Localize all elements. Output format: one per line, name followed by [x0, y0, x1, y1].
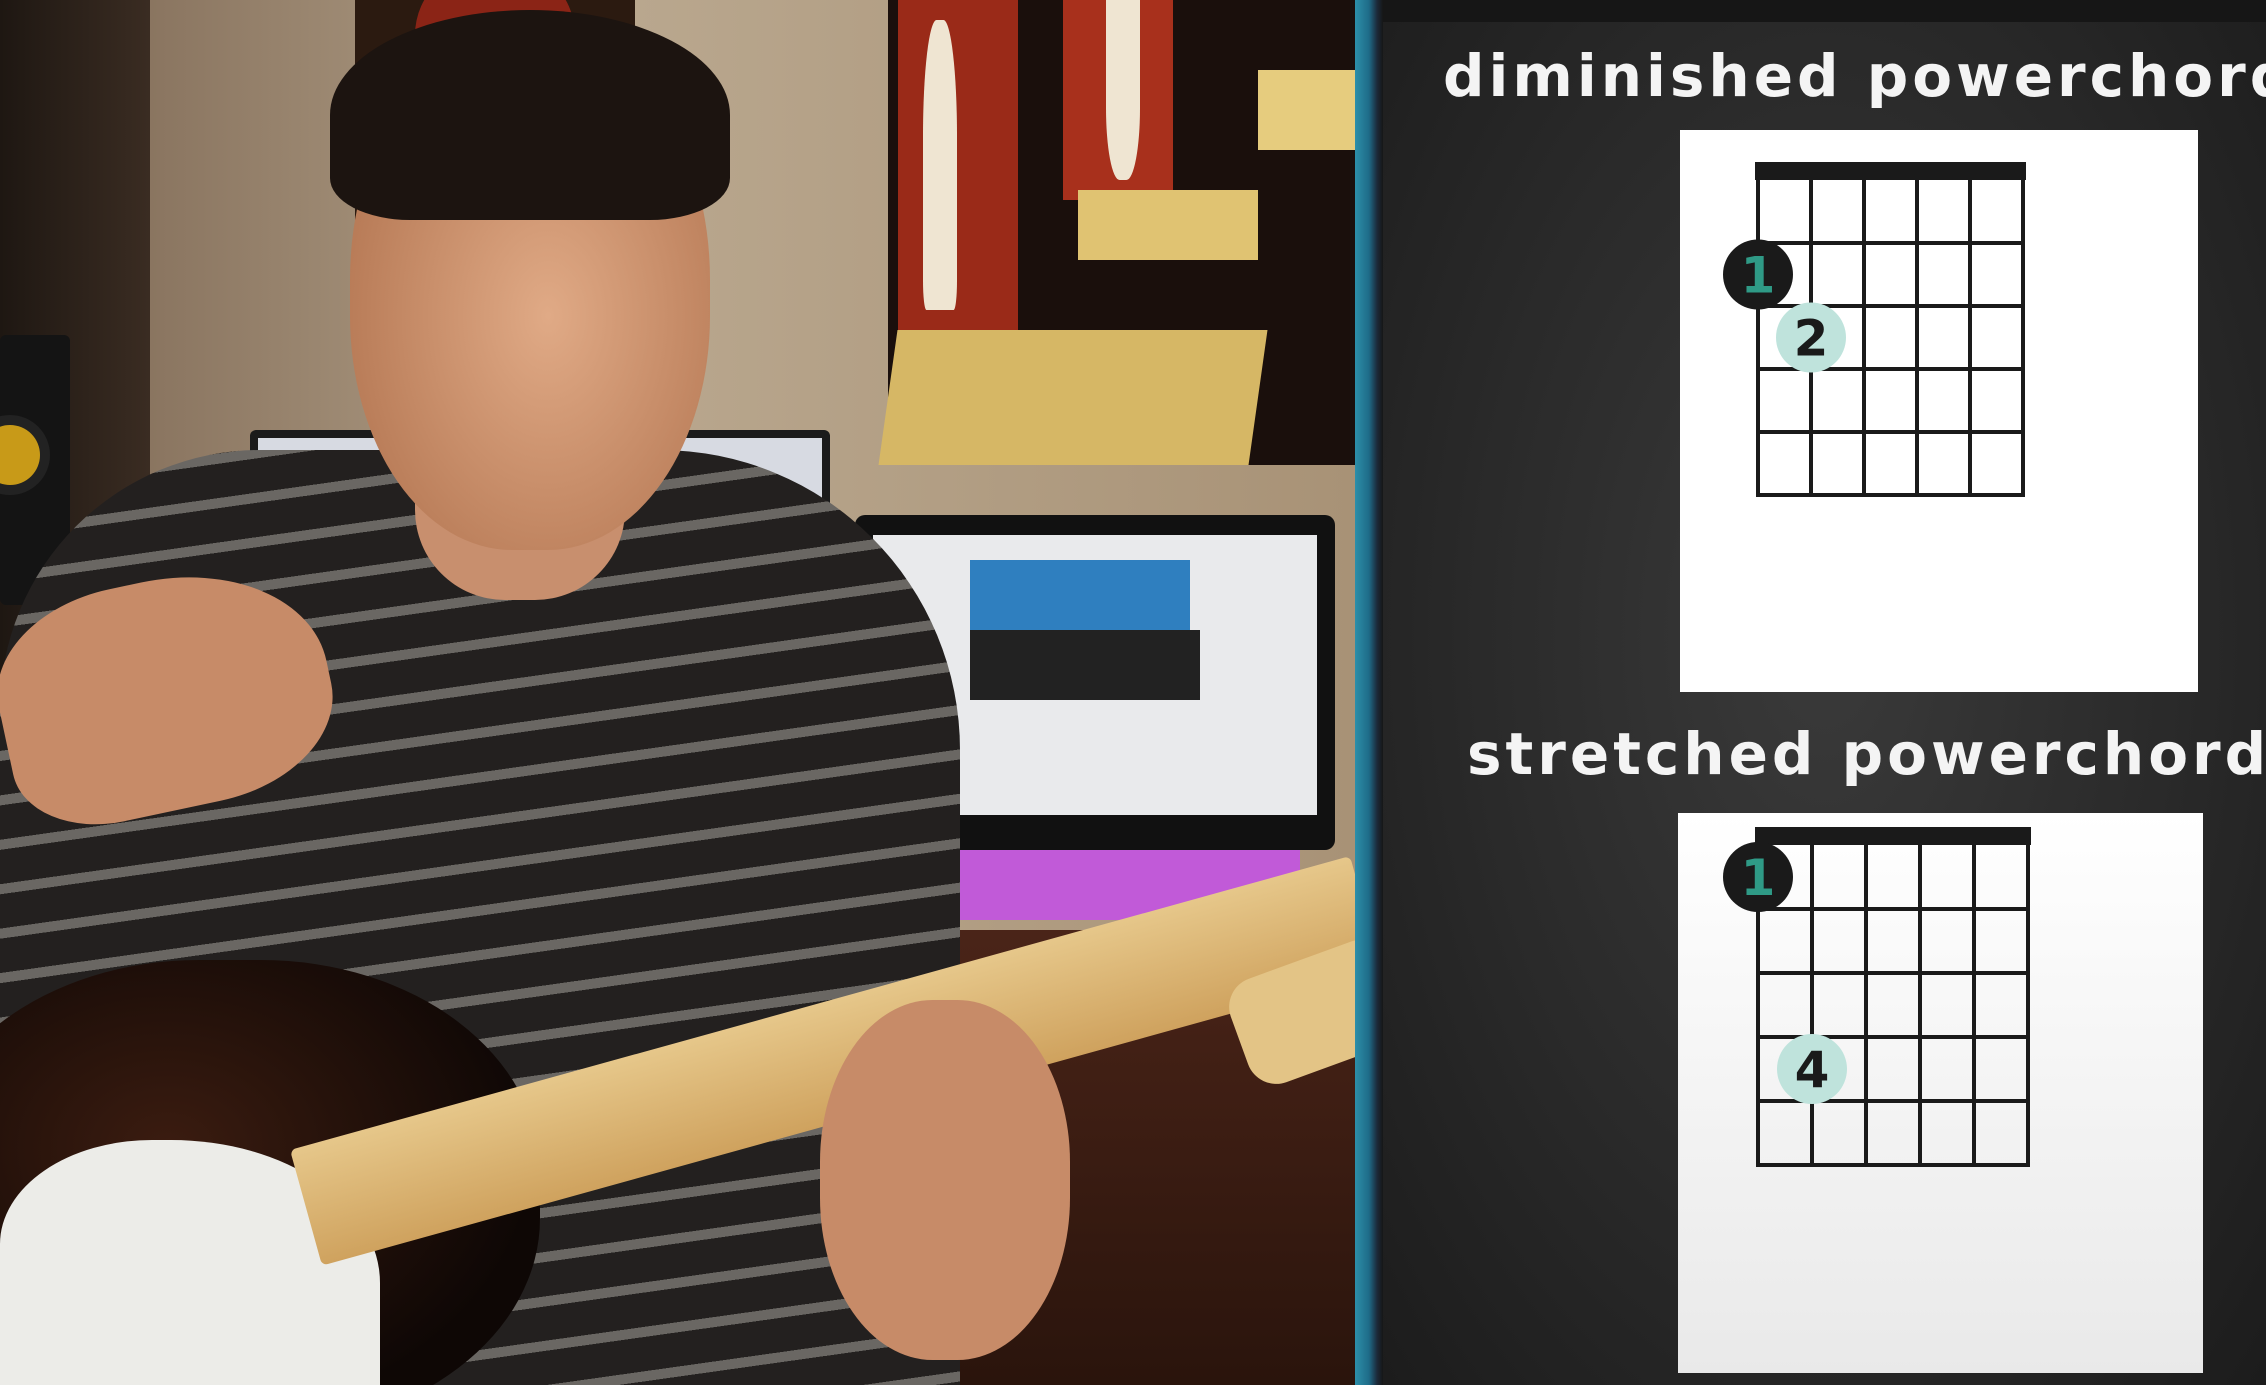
chord-title-stretched: stretched powerchord	[1467, 720, 2266, 788]
finger-dot-circle	[1776, 302, 1846, 373]
finger-dot-4: 4	[1777, 1034, 1847, 1104]
chord-grid-diminished: 12	[1723, 162, 2026, 497]
finger-dot-2: 2	[1776, 302, 1846, 373]
person-hair	[330, 10, 730, 220]
chord-grid-stretched: 14	[1723, 827, 2031, 1167]
nut-bar	[1755, 827, 2031, 845]
finger-number: 2	[1794, 310, 1829, 368]
finger-dot-circle	[1723, 842, 1793, 912]
finger-dot-circle	[1777, 1034, 1847, 1104]
person-fretting-hand	[820, 1000, 1070, 1360]
chord-title-diminished: diminished powerchord	[1443, 42, 2266, 110]
finger-number: 4	[1795, 1041, 1830, 1099]
finger-number: 1	[1741, 849, 1776, 907]
finger-dot-1: 1	[1723, 239, 1793, 310]
finger-dot-circle	[1723, 239, 1793, 310]
nut-bar	[1755, 162, 2026, 180]
finger-number: 1	[1741, 247, 1776, 305]
video-scene	[0, 0, 1355, 1385]
abstract-artwork	[878, 0, 1355, 465]
finger-dot-1: 1	[1723, 842, 1793, 912]
